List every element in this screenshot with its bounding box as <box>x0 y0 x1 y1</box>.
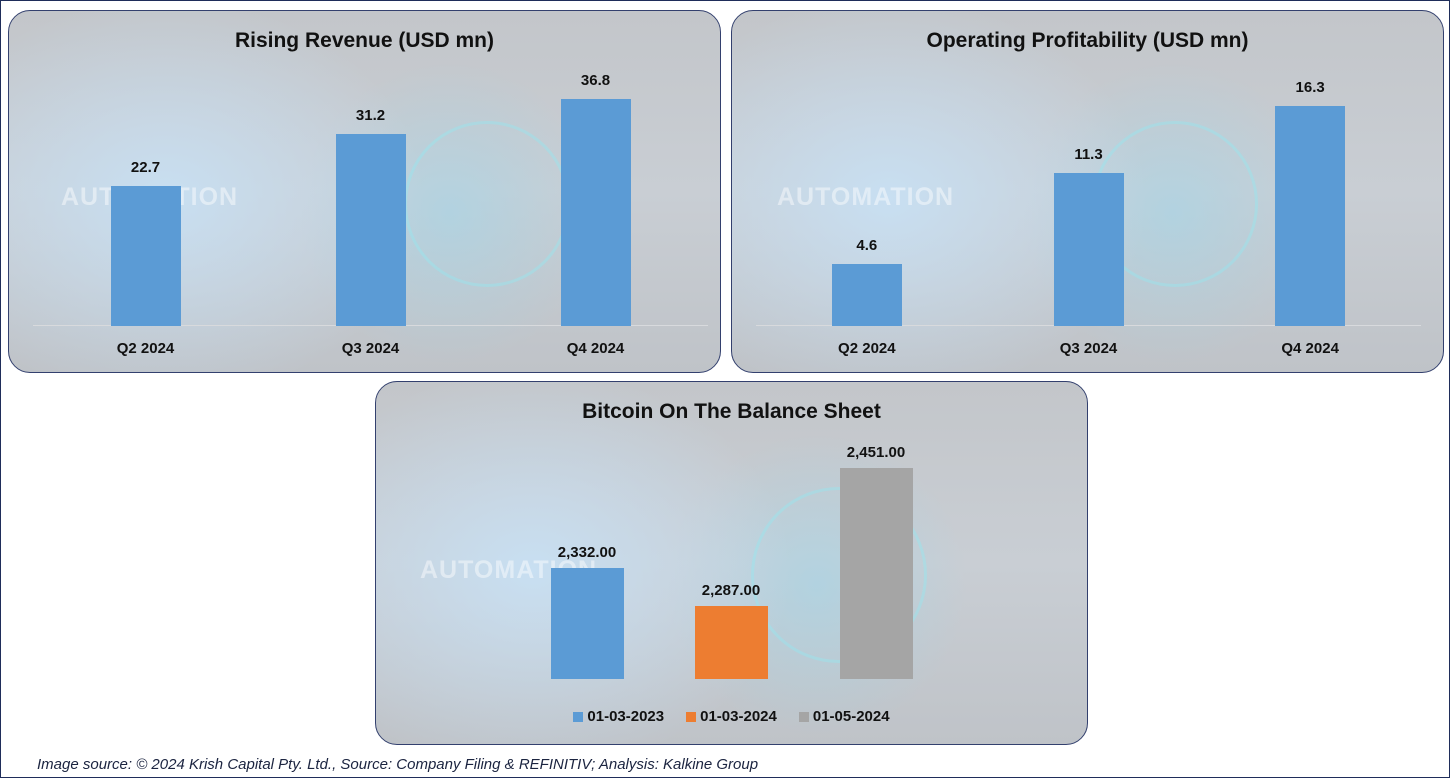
legend-item: 01-03-2024 <box>686 708 777 725</box>
x-tick-label: Q3 2024 <box>1059 340 1118 357</box>
plot-area: 2,332.00 2,287.00 2,451.00 <box>376 427 1087 679</box>
data-label: 11.3 <box>1074 146 1103 164</box>
data-label: 31.2 <box>355 106 386 124</box>
data-label: 36.8 <box>580 72 611 90</box>
chart-title: Operating Profitability (USD mn) <box>926 29 1249 52</box>
x-tick-label: Q2 2024 <box>838 340 896 357</box>
bar-01-05-2024 <box>839 468 913 679</box>
background-ring <box>751 487 927 663</box>
data-label: 2,451.00 <box>846 444 906 462</box>
legend-item: 01-03-2023 <box>573 708 664 725</box>
x-tick-label: Q3 2024 <box>341 340 400 357</box>
x-tick-label: Q2 2024 <box>116 340 175 357</box>
chart-title: Rising Revenue (USD mn) <box>234 29 495 52</box>
bar-q2-2024 <box>110 186 181 326</box>
legend-swatch <box>573 711 584 722</box>
bar-q3-2024 <box>335 133 406 326</box>
legend-label: 01-03-2023 <box>587 708 665 725</box>
plot-area: 22.7 Q2 2024 31.2 Q3 2024 36.8 Q4 2024 <box>33 61 708 357</box>
revenue-chart-panel: AUTOMATION Rising Revenue (USD mn) 22.7Q… <box>8 10 721 373</box>
x-tick-label: Q4 2024 <box>1281 340 1339 357</box>
bar-01-03-2023 <box>550 568 624 679</box>
bar-q3-2024 <box>1053 173 1124 326</box>
x-tick-label: Q4 2024 <box>566 340 625 357</box>
watermark: AUTOMATION <box>777 183 955 211</box>
bitcoin-chart-panel: AUTOMATION Bitcoin On The Balance Sheet … <box>375 381 1088 745</box>
bar-q4-2024 <box>1275 105 1346 326</box>
bar-q2-2024 <box>831 263 902 326</box>
chart-title: Bitcoin On The Balance Sheet <box>582 400 881 423</box>
bar-01-03-2024 <box>694 605 768 679</box>
data-label: 16.3 <box>1295 78 1325 96</box>
legend-swatch <box>798 711 809 722</box>
legend: 01-03-2023 01-03-2024 01-05-2024 <box>376 708 1087 726</box>
data-label: 4.6 <box>856 236 878 254</box>
legend-item: 01-05-2024 <box>798 708 890 725</box>
footer-source: Image source: © 2024 Krish Capital Pty. … <box>37 756 759 773</box>
bar-q4-2024 <box>560 99 631 326</box>
legend-swatch <box>686 711 697 722</box>
legend-label: 01-03-2024 <box>700 708 777 725</box>
data-label: 2,287.00 <box>701 581 761 599</box>
legend-label: 01-05-2024 <box>812 708 890 725</box>
profitability-chart-panel: AUTOMATION Operating Profitability (USD … <box>731 10 1444 373</box>
plot-area: 4.6 Q2 2024 11.3 Q3 2024 16.3 Q4 2024 <box>756 61 1421 357</box>
data-label: 2,332.00 <box>557 544 617 562</box>
data-label: 22.7 <box>130 159 161 177</box>
